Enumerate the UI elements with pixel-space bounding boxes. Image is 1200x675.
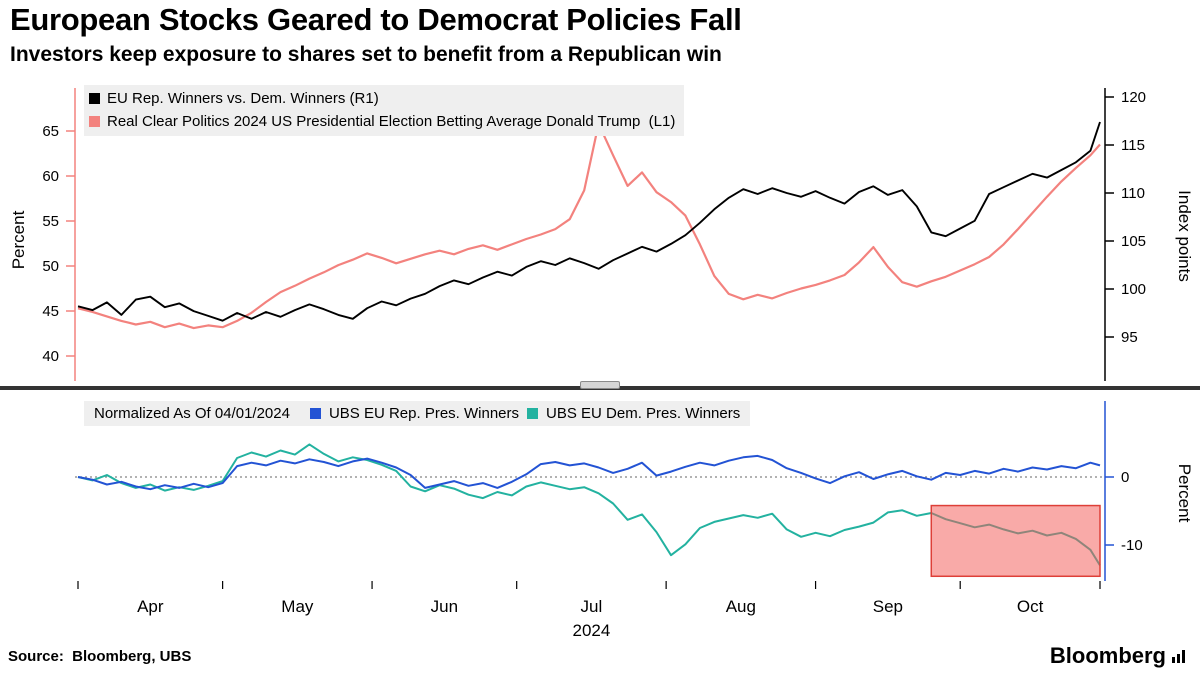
left-axis-title: Percent (9, 195, 29, 285)
svg-text:100: 100 (1121, 281, 1146, 298)
legend-label-trump-betting: Real Clear Politics 2024 US Presidential… (107, 113, 675, 130)
bloomberg-chart-icon (1171, 648, 1188, 664)
black-series-swatch-icon (89, 93, 100, 104)
x-tick-label-jul: Jul (559, 597, 623, 617)
x-tick-label-jun: Jun (412, 597, 476, 617)
svg-text:-10: -10 (1121, 537, 1143, 554)
x-axis-labels: Apr May Jun Jul Aug Sep Oct (0, 597, 1200, 619)
svg-text:0: 0 (1121, 469, 1129, 486)
chart-figure: European Stocks Geared to Democrat Polic… (0, 0, 1200, 675)
svg-text:45: 45 (42, 303, 59, 320)
svg-text:65: 65 (42, 123, 59, 140)
legend-item-rep-vs-dem[interactable]: EU Rep. Winners vs. Dem. Winners (R1) (89, 87, 675, 110)
x-tick-label-sep: Sep (856, 597, 920, 617)
svg-text:95: 95 (1121, 329, 1138, 346)
x-tick-label-aug: Aug (709, 597, 773, 617)
chart-subtitle: Investors keep exposure to shares set to… (10, 43, 722, 67)
blue-series-swatch-icon (310, 408, 321, 419)
teal-series-swatch-icon (527, 408, 538, 419)
chart-title: European Stocks Geared to Democrat Polic… (10, 2, 742, 38)
svg-text:50: 50 (42, 258, 59, 275)
bottom-legend: Normalized As Of 04/01/2024 UBS EU Rep. … (84, 401, 750, 426)
x-tick-label-may: May (265, 597, 329, 617)
legend-label-ubs-dem[interactable]: UBS EU Dem. Pres. Winners (546, 405, 740, 422)
divider-drag-handle-icon[interactable] (580, 381, 620, 389)
x-tick-label-apr: Apr (118, 597, 182, 617)
x-tick-label-oct: Oct (998, 597, 1062, 617)
svg-text:110: 110 (1121, 185, 1145, 202)
svg-text:40: 40 (42, 348, 59, 365)
red-series-swatch-icon (89, 116, 100, 127)
bloomberg-logo: Bloomberg (1050, 643, 1188, 669)
bloomberg-wordmark: Bloomberg (1050, 643, 1166, 669)
legend-item-trump-betting[interactable]: Real Clear Politics 2024 US Presidential… (89, 110, 675, 133)
svg-text:55: 55 (42, 213, 59, 230)
panel-divider[interactable] (0, 386, 1200, 390)
svg-text:60: 60 (42, 168, 59, 185)
svg-text:115: 115 (1121, 137, 1145, 154)
source-text: Source: Bloomberg, UBS (8, 648, 191, 665)
right-axis-title-top: Index points (1174, 186, 1194, 286)
legend-label-ubs-rep[interactable]: UBS EU Rep. Pres. Winners (329, 405, 519, 422)
svg-text:120: 120 (1121, 89, 1146, 106)
top-legend: EU Rep. Winners vs. Dem. Winners (R1) Re… (84, 85, 684, 136)
legend-label-rep-vs-dem: EU Rep. Winners vs. Dem. Winners (R1) (107, 90, 379, 107)
right-axis-title-bottom: Percent (1174, 453, 1194, 533)
svg-text:105: 105 (1121, 233, 1146, 250)
normalized-note: Normalized As Of 04/01/2024 (94, 405, 290, 422)
year-label: 2024 (559, 621, 623, 641)
